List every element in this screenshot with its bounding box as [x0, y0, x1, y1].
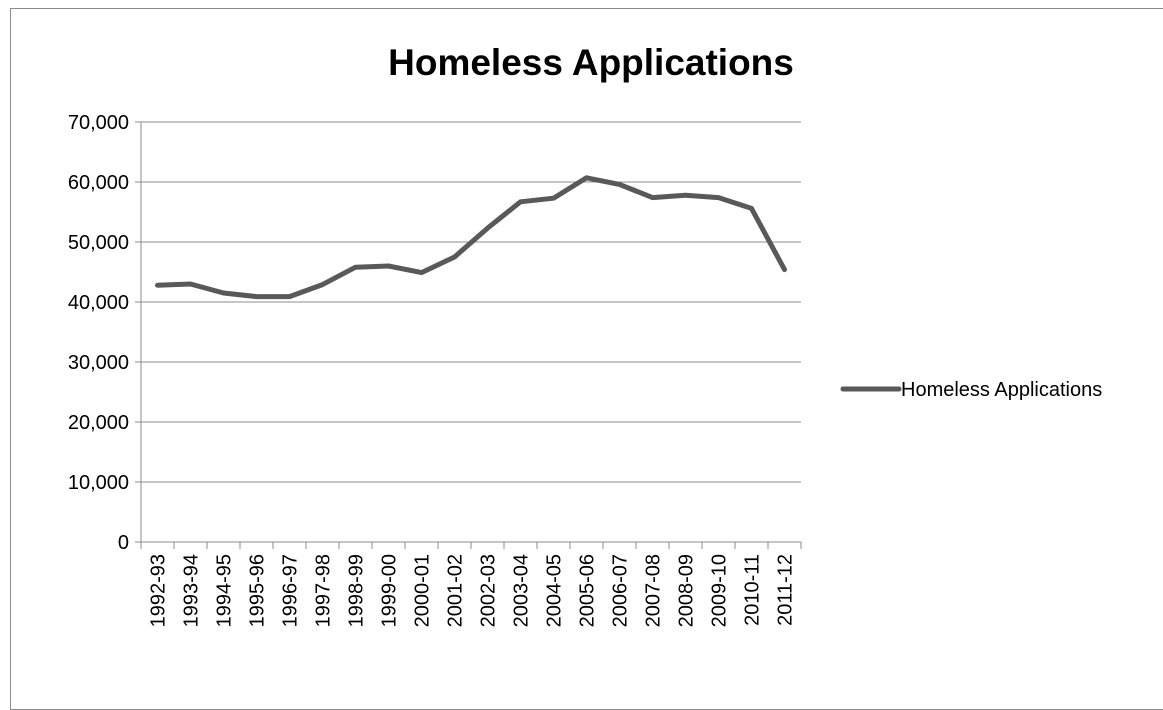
chart-title: Homeless Applications: [388, 42, 794, 83]
series-lines: [155, 175, 787, 300]
x-tick-label: 1996-97: [280, 554, 302, 627]
line-chart: Homeless Applications 0 10,000 20,000 30,00…: [68, 42, 1102, 627]
chart-area: Homeless Applications 0 10,000 20,000 30,00…: [10, 8, 1163, 710]
x-tick-label: 2005-06: [577, 554, 599, 627]
x-tick-label: 2001-02: [445, 554, 467, 627]
series-line: [155, 175, 787, 300]
x-tick-label: 2002-03: [478, 554, 500, 627]
y-tick-label: 70,000: [68, 112, 129, 134]
y-axis-tick-labels: 0 10,000 20,000 30,000 40,000 50,000 60,000 70,…: [68, 112, 129, 554]
x-tick-label: 1994-95: [214, 554, 236, 627]
x-tick-label: 1993-94: [181, 554, 203, 627]
x-tick-label: 1995-96: [247, 554, 269, 627]
x-tick-label: 2003-04: [511, 554, 533, 627]
gridlines: [141, 121, 801, 483]
x-tick-label: 2006-07: [610, 554, 632, 627]
y-tick-label: 0: [118, 532, 129, 554]
x-tick-label: 1992-93: [148, 554, 170, 627]
x-tick-label: 2000-01: [412, 554, 434, 627]
x-tick-label: 1998-99: [346, 554, 368, 627]
x-tick-label: 2010-11: [742, 554, 764, 626]
y-tick-label: 50,000: [68, 232, 129, 254]
legend-label: Homeless Applications: [901, 379, 1102, 401]
x-tick-label: 1999-00: [379, 554, 401, 627]
y-tick-label: 40,000: [68, 292, 129, 314]
legend: Homeless Applications: [840, 379, 1102, 401]
x-tick-label: 2011-12: [775, 554, 797, 626]
y-tick-label: 30,000: [68, 352, 129, 374]
x-tick-label: 2004-05: [544, 554, 566, 627]
x-tick-label: 2009-10: [709, 554, 731, 627]
x-axis-tick-labels: 1992-93 1993-94 1994-95 1995-96 1996-97 1997-…: [148, 554, 797, 627]
x-tick-label: 2008-09: [676, 554, 698, 627]
y-tick-label: 20,000: [68, 412, 129, 434]
y-tick-label: 60,000: [68, 172, 129, 194]
x-tick-label: 1997-98: [313, 554, 335, 627]
y-tick-label: 10,000: [68, 472, 129, 494]
x-tick-label: 2007-08: [643, 554, 665, 627]
axes: [135, 121, 802, 549]
